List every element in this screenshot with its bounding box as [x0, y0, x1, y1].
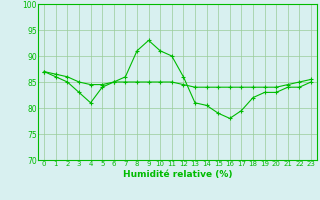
X-axis label: Humidité relative (%): Humidité relative (%) — [123, 170, 232, 179]
